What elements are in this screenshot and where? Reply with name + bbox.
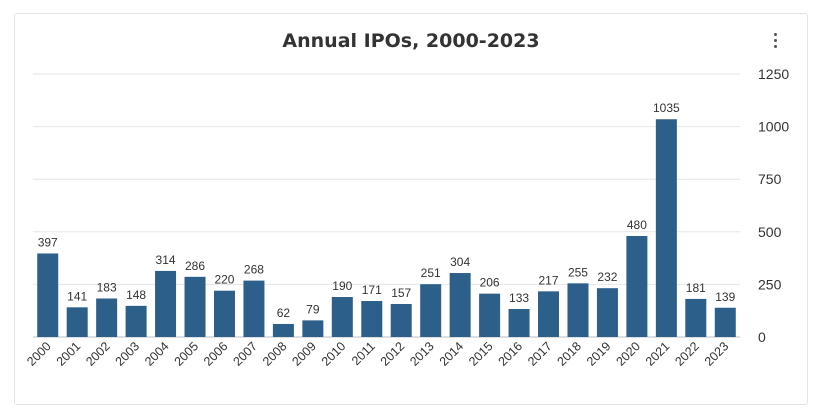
- bar-2009[interactable]: [302, 320, 324, 337]
- bar-2016[interactable]: [508, 309, 530, 337]
- data-label: 139: [715, 290, 735, 304]
- bar-2003[interactable]: [125, 305, 147, 337]
- x-tick-label: 2014: [437, 339, 467, 369]
- data-label: 62: [277, 306, 291, 320]
- bar-2014[interactable]: [449, 273, 471, 337]
- bar-2011[interactable]: [361, 301, 383, 337]
- bar-2017[interactable]: [538, 291, 560, 337]
- bar-2019[interactable]: [596, 288, 618, 337]
- data-label: 232: [597, 270, 617, 284]
- x-tick-label: 2004: [142, 339, 172, 369]
- bar-2021[interactable]: [655, 119, 677, 338]
- x-tick-label: 2012: [378, 339, 408, 369]
- x-tick-label: 2009: [289, 339, 319, 369]
- x-tick-label: 2020: [613, 339, 643, 369]
- data-label: 171: [362, 283, 382, 297]
- x-tick-label: 2019: [584, 339, 614, 369]
- data-label: 286: [185, 259, 205, 273]
- y-tick-label: 750: [758, 171, 782, 187]
- x-tick-label: 2002: [83, 339, 113, 369]
- data-label: 220: [214, 273, 234, 287]
- data-label: 251: [421, 266, 441, 280]
- y-tick-label: 250: [758, 276, 782, 292]
- x-tick-label: 2008: [260, 339, 290, 369]
- bar-2020[interactable]: [626, 236, 648, 337]
- x-tick-label: 2010: [319, 339, 349, 369]
- bar-2005[interactable]: [184, 276, 206, 337]
- data-label: 206: [480, 276, 500, 290]
- data-label: 1035: [653, 101, 680, 115]
- bar-2008[interactable]: [272, 323, 294, 337]
- more-vertical-icon: [773, 38, 777, 42]
- bar-2004[interactable]: [155, 270, 177, 337]
- x-tick-label: 2011: [349, 339, 378, 368]
- data-label: 181: [686, 281, 706, 295]
- x-tick-label: 2000: [24, 339, 54, 369]
- more-options-button[interactable]: [764, 28, 786, 52]
- bar-2002[interactable]: [96, 298, 118, 337]
- y-tick-label: 1000: [758, 119, 789, 135]
- data-label: 268: [244, 263, 264, 277]
- data-label: 190: [332, 279, 352, 293]
- x-tick-label: 2018: [555, 339, 585, 369]
- x-tick-label: 2023: [702, 339, 732, 369]
- data-label: 314: [156, 253, 176, 267]
- x-tick-label: 2015: [466, 339, 496, 369]
- bar-2015[interactable]: [479, 293, 501, 337]
- bar-2000[interactable]: [37, 253, 59, 337]
- data-label: 141: [67, 289, 87, 303]
- x-tick-label: 2005: [172, 339, 202, 369]
- x-tick-label: 2016: [496, 339, 526, 369]
- bar-2010[interactable]: [331, 297, 353, 337]
- bar-2013[interactable]: [420, 284, 442, 337]
- bar-2001[interactable]: [66, 307, 88, 337]
- x-tick-label: 2001: [54, 339, 84, 369]
- data-label: 304: [450, 255, 470, 269]
- data-label: 255: [568, 265, 588, 279]
- x-tick-label: 2007: [230, 339, 260, 369]
- bar-2023[interactable]: [714, 307, 736, 337]
- bar-2006[interactable]: [213, 290, 235, 337]
- data-label: 217: [539, 273, 559, 287]
- x-tick-label: 2022: [672, 339, 702, 369]
- data-label: 480: [627, 218, 647, 232]
- bar-2007[interactable]: [243, 280, 265, 337]
- more-vertical-icon: [773, 44, 777, 48]
- data-label: 133: [509, 291, 529, 305]
- bar-2018[interactable]: [567, 283, 589, 337]
- data-label: 79: [306, 302, 320, 316]
- x-tick-label: 2006: [201, 339, 231, 369]
- y-tick-label: 0: [758, 329, 766, 345]
- x-tick-label: 2021: [643, 339, 673, 369]
- data-label: 157: [391, 286, 411, 300]
- bar-2012[interactable]: [390, 303, 412, 337]
- more-vertical-icon: [773, 32, 777, 36]
- bar-2022[interactable]: [685, 298, 707, 337]
- x-tick-label: 2013: [407, 339, 437, 369]
- y-tick-label: 1250: [758, 66, 789, 82]
- x-tick-label: 2003: [113, 339, 143, 369]
- data-label: 183: [97, 280, 117, 294]
- chart-title: Annual IPOs, 2000-2023: [282, 30, 540, 52]
- data-label: 148: [126, 288, 146, 302]
- y-tick-label: 500: [758, 224, 782, 240]
- x-tick-label: 2017: [525, 339, 555, 369]
- data-label: 397: [38, 235, 58, 249]
